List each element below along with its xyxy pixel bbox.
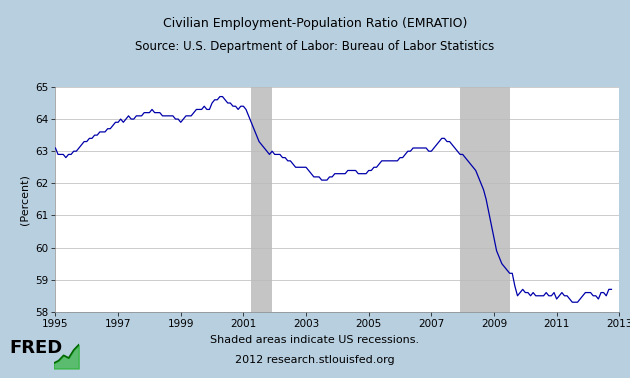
Bar (251, 87, 272, 312)
Text: Shaded areas indicate US recessions.: Shaded areas indicate US recessions. (210, 335, 420, 344)
Text: 2012 research.stlouisfed.org: 2012 research.stlouisfed.org (235, 355, 395, 365)
Text: Civilian Employment-Population Ratio (EMRATIO): Civilian Employment-Population Ratio (EM… (163, 17, 467, 30)
Y-axis label: (Percent): (Percent) (20, 174, 30, 225)
Text: Source: U.S. Department of Labor: Bureau of Labor Statistics: Source: U.S. Department of Labor: Bureau… (135, 40, 495, 53)
Bar (460, 87, 510, 312)
Text: FRED: FRED (9, 339, 63, 357)
